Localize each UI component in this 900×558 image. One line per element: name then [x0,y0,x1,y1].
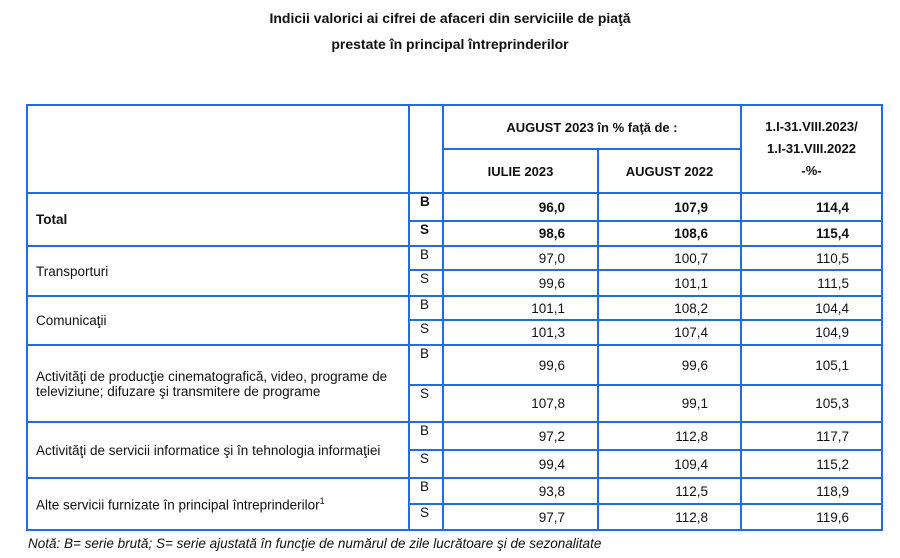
value-cell: 110,5 [740,245,883,271]
value-cell: 97,7 [442,503,599,531]
table-row: S 98,6 108,6 115,4 [27,220,883,247]
header-group: AUGUST 2023 în % faţă de : [442,104,742,150]
series-flag: S [408,503,444,531]
value-cell: 115,4 [740,220,883,247]
value-cell: 112,5 [597,477,742,505]
header-cumulative: 1.I-31.VIII.2023/ 1.I-31.VIII.2022 -%- [740,104,883,194]
series-flag: B [408,477,444,505]
series-flag: B [408,245,444,271]
header-august-2022: AUGUST 2022 [597,148,742,194]
footnote: Notă: B= serie brută; S= serie ajustată … [28,536,602,551]
value-cell: 96,0 [442,192,599,222]
value-cell: 107,4 [597,319,742,346]
table-row: Comunicaţii B 101,1 108,2 104,4 [26,295,883,346]
value-cell: 105,1 [740,344,883,386]
value-cell: 101,1 [442,295,599,321]
header-cumulative-l3: -%- [801,163,822,178]
value-cell: 115,2 [740,449,883,479]
value-cell: 99,1 [597,384,742,423]
series-flag: B [408,344,444,386]
value-cell: 99,6 [597,344,742,386]
value-cell: 108,2 [597,295,742,321]
table-row: Total B 96,0 107,9 114,4 [26,192,883,247]
table-row: Alte servicii furnizate în principal înt… [26,477,883,531]
value-cell: 99,6 [442,344,599,386]
row-label-text: Activităţi de servicii informatice şi în… [36,442,381,458]
title-line-2: prestate în principal întreprinderilor [331,36,569,52]
title-line-1: Indicii valorici ai cifrei de afaceri di… [269,10,631,26]
row-label-text: Total [36,212,68,227]
value-cell: 108,6 [597,220,742,247]
value-cell: 112,8 [597,503,742,531]
table-row: S 107,8 99,1 105,3 [27,384,883,423]
value-cell: 109,4 [597,449,742,479]
table-row: S 101,3 107,4 104,9 [27,319,883,346]
value-cell: 105,3 [740,384,883,423]
value-cell: 119,6 [740,503,883,531]
series-flag: S [408,269,444,297]
row-label-text: Alte servicii furnizate în principal înt… [36,497,320,513]
value-cell: 99,4 [442,449,599,479]
row-label: Total [26,192,410,247]
series-flag: S [408,319,444,346]
value-cell: 107,9 [597,192,742,222]
series-flag: S [408,220,444,247]
table-row: Activităţi de producţie cinematografică,… [26,344,883,423]
row-label-text: Activităţi de producţie cinematografică,… [36,368,388,399]
value-cell: 98,6 [442,220,599,247]
table-row: S 97,7 112,8 119,6 [27,503,883,531]
series-flag: S [408,449,444,479]
row-label: Activităţi de servicii informatice şi în… [26,421,410,479]
value-cell: 107,8 [442,384,599,423]
value-cell: 111,5 [740,269,883,297]
header-empty [26,104,410,194]
series-flag: B [408,192,444,222]
value-cell: 104,4 [740,295,883,321]
table-row: Transporturi B 97,0 100,7 110,5 [26,245,883,297]
series-flag: S [408,384,444,423]
value-cell: 101,1 [597,269,742,297]
value-cell: 99,6 [442,269,599,297]
row-label: Activităţi de producţie cinematografică,… [26,344,410,423]
value-cell: 117,7 [740,421,883,451]
value-cell: 100,7 [597,245,742,271]
header-cumulative-l1: 1.I-31.VIII.2023/ [765,119,858,134]
series-flag: B [408,295,444,321]
row-label-text: Transporturi [36,263,109,279]
value-cell: 97,0 [442,245,599,271]
row-label: Transporturi [26,245,410,297]
row-label: Comunicaţii [26,295,410,346]
value-cell: 97,2 [442,421,599,451]
value-cell: 104,9 [740,319,883,346]
value-cell: 93,8 [442,477,599,505]
row-label-text: Comunicaţii [36,313,107,328]
table-row: Activităţi de servicii informatice şi în… [26,421,883,479]
value-cell: 112,8 [597,421,742,451]
value-cell: 101,3 [442,319,599,346]
header-iulie-2023: IULIE 2023 [442,148,599,194]
header-cumulative-l2: 1.I-31.VIII.2022 [767,141,856,156]
header-flag-empty [408,104,444,194]
table-row: S 99,6 101,1 111,5 [27,269,883,297]
table-row: S 99,4 109,4 115,2 [27,449,883,479]
footnote-ref: 1 [319,495,325,506]
value-cell: 114,4 [740,192,883,222]
indices-table: AUGUST 2023 în % faţă de : 1.I-31.VIII.2… [26,104,883,531]
value-cell: 118,9 [740,477,883,505]
series-flag: B [408,421,444,451]
row-label: Alte servicii furnizate în principal înt… [26,477,410,531]
